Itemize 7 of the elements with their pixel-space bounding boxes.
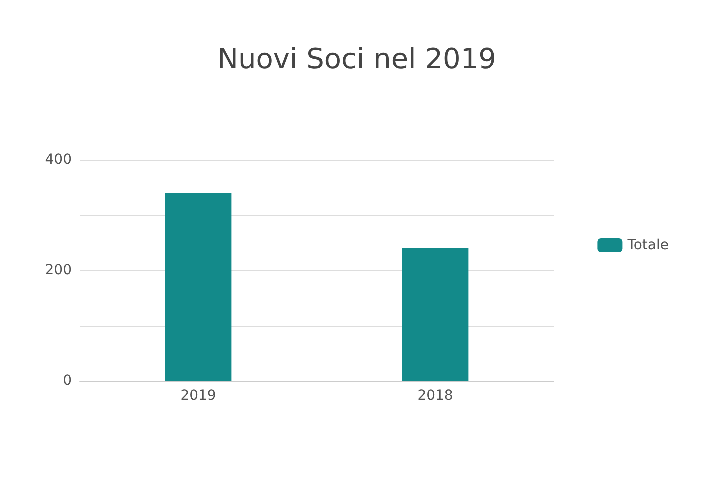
- y-tick-label: 0: [63, 373, 72, 389]
- x-tick-label: 2018: [418, 388, 454, 404]
- legend-label: Totale: [626, 238, 670, 254]
- x-tick-label: 2019: [180, 388, 216, 404]
- chart-title: Nuovi Soci nel 2019: [218, 42, 496, 76]
- y-tick-label: 400: [45, 152, 72, 168]
- y-tick-label: 200: [45, 262, 72, 278]
